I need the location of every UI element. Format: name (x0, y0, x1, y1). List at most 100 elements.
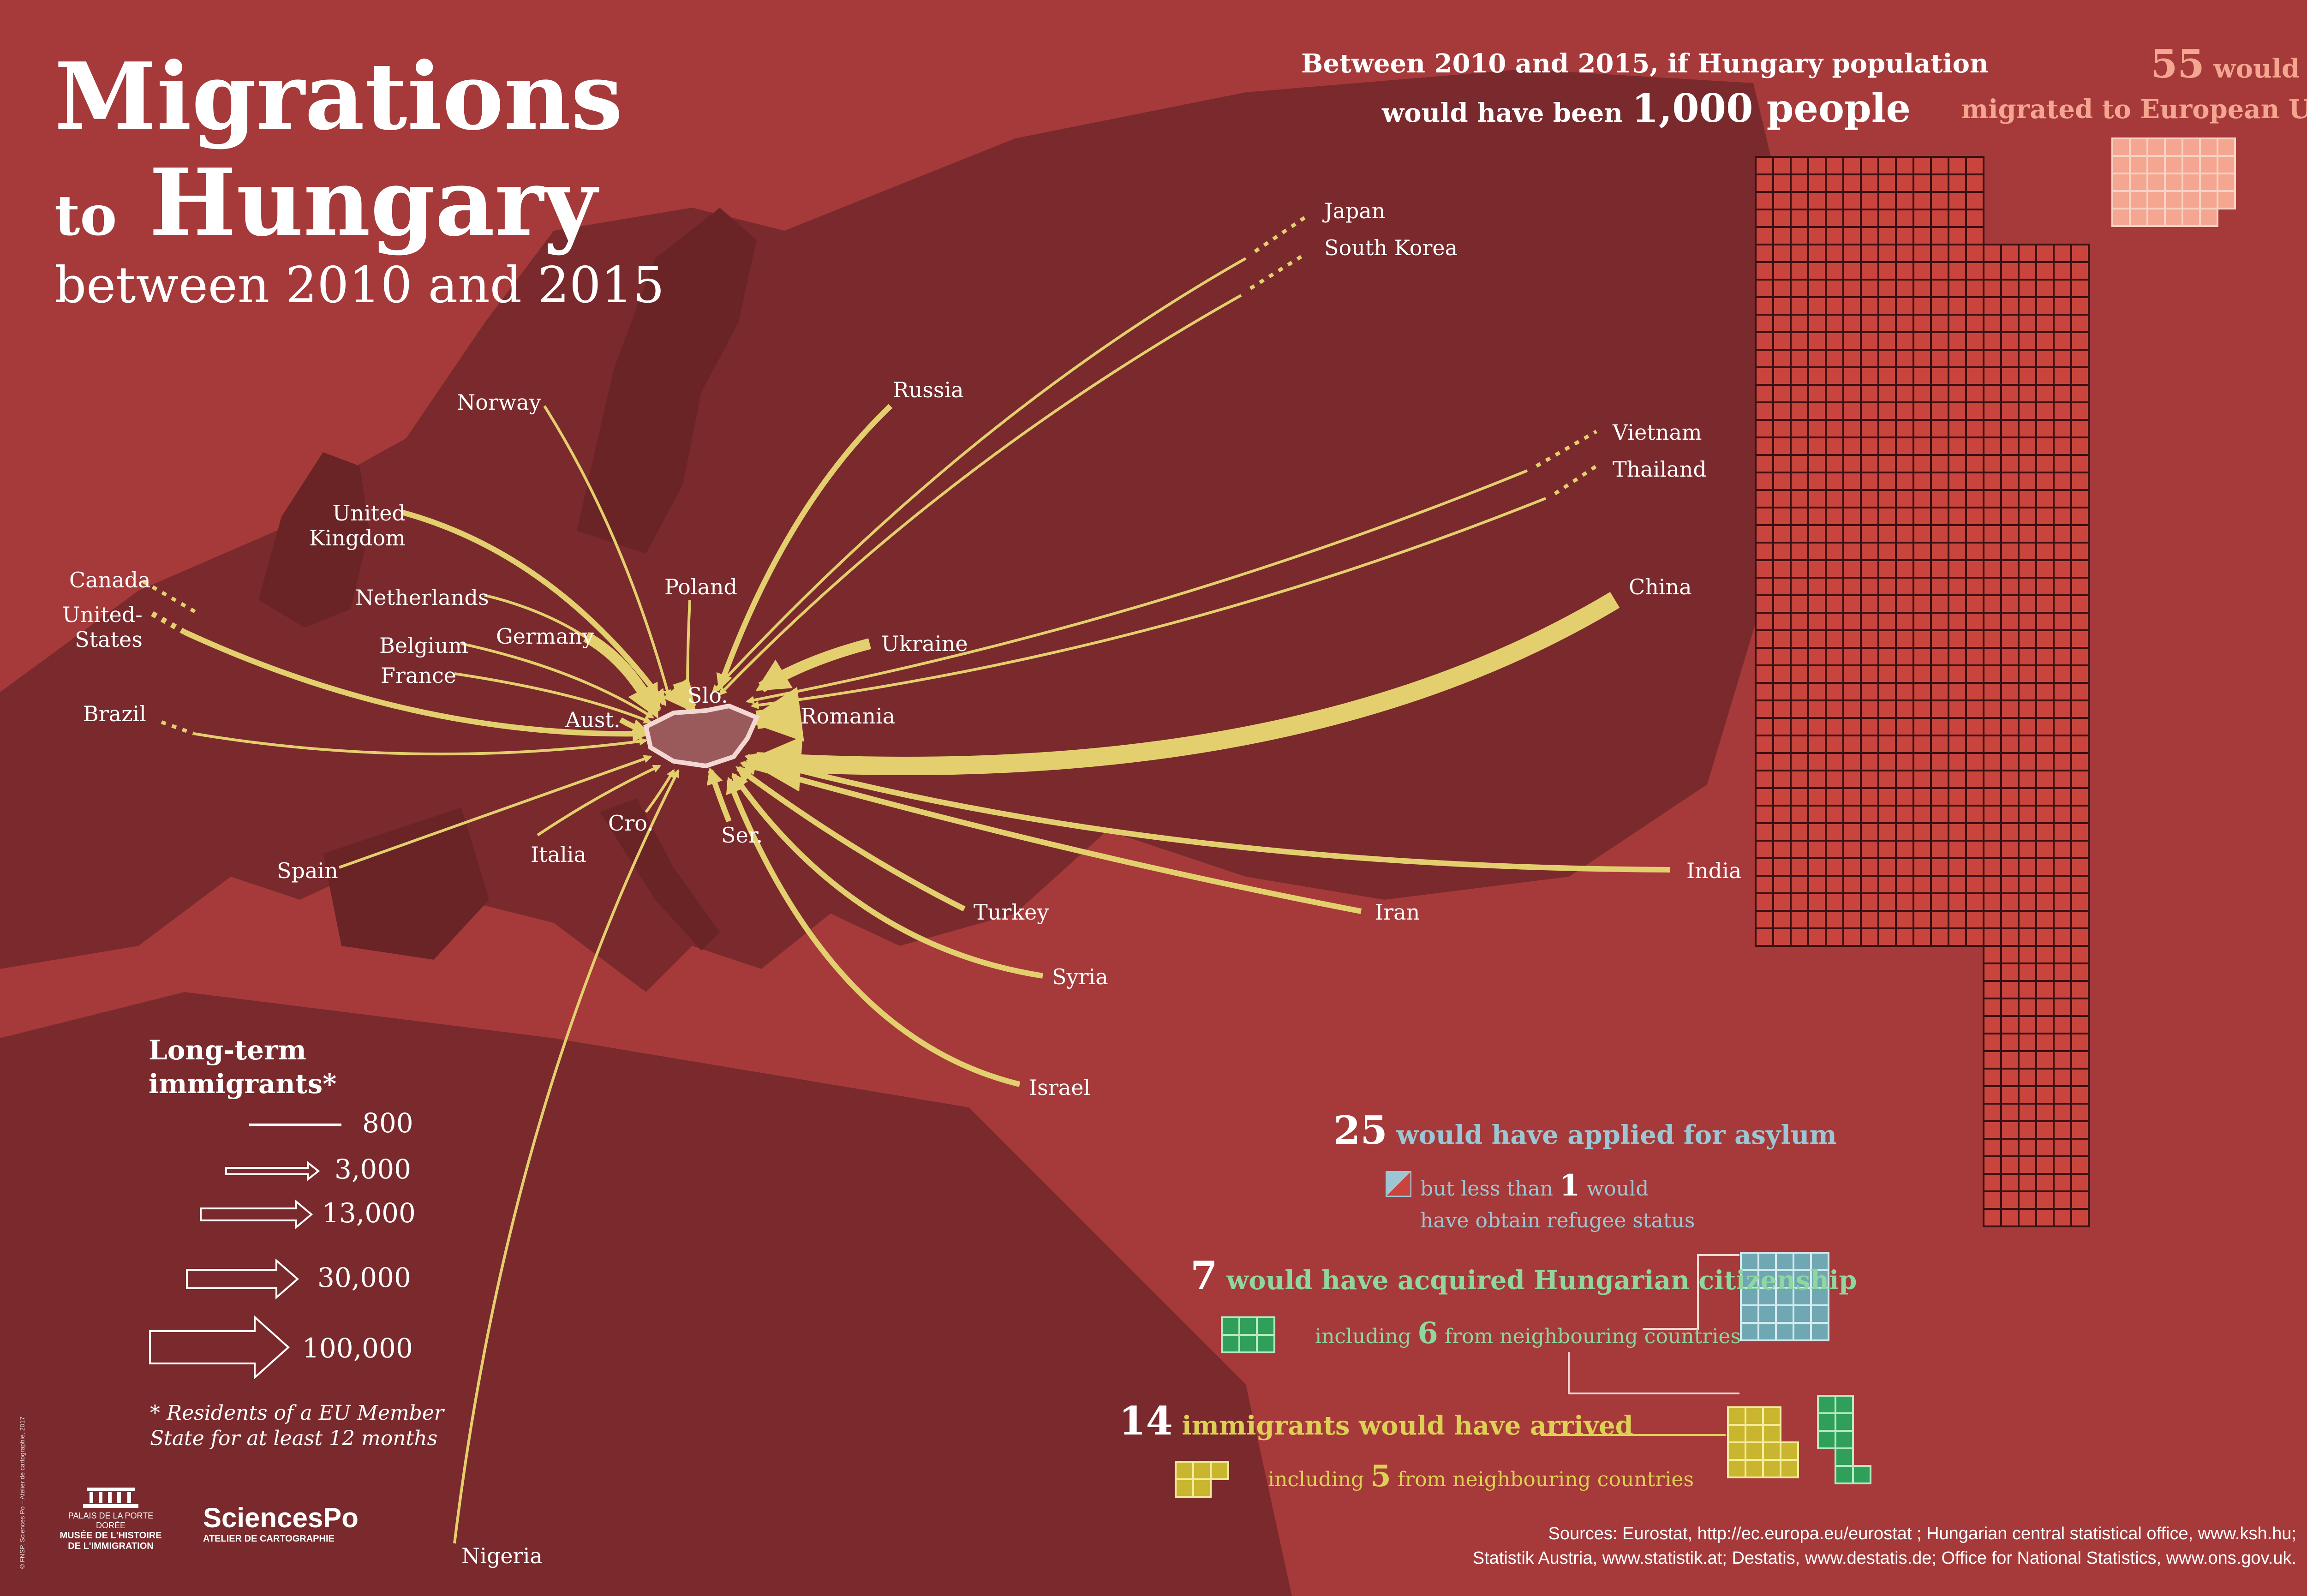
population-cell (2035, 629, 2055, 649)
population-cell (1772, 910, 1792, 929)
population-cell (1807, 454, 1827, 473)
stats-header-line1: Between 2010 and 2015, if Hungary popula… (1301, 48, 1989, 79)
population-cell (2018, 401, 2037, 421)
population-cell (1860, 261, 1879, 281)
legend-yellow-cell (1175, 1461, 1194, 1480)
population-cell (2018, 559, 2037, 579)
population-cell (1755, 647, 1774, 666)
population-cell (2018, 366, 2037, 386)
population-cell (1930, 805, 1949, 824)
population-cell (1913, 910, 1932, 929)
population-cell (1877, 436, 1897, 456)
population-cell (1772, 892, 1792, 912)
label-cro: Cro. (608, 811, 654, 836)
population-cell (1965, 261, 1984, 281)
population-cell (1807, 629, 1827, 649)
population-cell (1930, 699, 1949, 719)
population-cell (1948, 612, 1967, 631)
population-cell (1930, 612, 1949, 631)
population-cell (1825, 840, 1844, 859)
flow-ukraine (755, 638, 872, 693)
population-cell (2035, 507, 2055, 526)
population-cell (2070, 647, 2090, 666)
population-cell (1755, 384, 1774, 403)
population-cell (2053, 962, 2072, 982)
population-cell (2035, 1138, 2055, 1157)
population-cell (2053, 524, 2072, 544)
neighbour-cell (1817, 1395, 1836, 1414)
population-cell (2018, 875, 2037, 894)
population-cell (1913, 279, 1932, 298)
population-cell (2053, 261, 2072, 281)
population-cell (1983, 752, 2002, 771)
label-uk-line2: Kingdom (309, 526, 406, 551)
population-cell (1877, 542, 1897, 561)
population-cell (2053, 735, 2072, 754)
citizenship-cell (1757, 1322, 1777, 1341)
population-cell (1825, 436, 1844, 456)
population-cell (2018, 1155, 2037, 1175)
population-cell (2000, 279, 2020, 298)
population-cell (2070, 998, 2090, 1017)
population-cell (1965, 244, 1984, 263)
emigrant-cell (2129, 190, 2148, 209)
population-cell (1930, 401, 1949, 421)
population-cell (1807, 577, 1827, 596)
citizenship-cell (1740, 1322, 1759, 1341)
population-cell (1877, 331, 1897, 351)
population-cell (1860, 840, 1879, 859)
population-cell (1895, 419, 1914, 438)
population-cell (2053, 542, 2072, 561)
population-cell (2070, 1155, 2090, 1175)
population-cell (1807, 524, 1827, 544)
population-cell (2070, 1138, 2090, 1157)
population-cell (1948, 401, 1967, 421)
landmass-british-isles (258, 452, 369, 628)
population-cell (1860, 770, 1879, 789)
sciencespo-name: SciencesPo (203, 1502, 359, 1533)
flow-nigeria (453, 769, 680, 1544)
population-cell (1983, 542, 2002, 561)
population-cell (2000, 892, 2020, 912)
museum-line1: PALAIS DE LA PORTE DORÉE (68, 1511, 154, 1530)
population-cell (2053, 366, 2072, 386)
population-cell (1895, 840, 1914, 859)
population-cell (1930, 892, 1949, 912)
population-cell (2070, 507, 2090, 526)
population-cell (1930, 840, 1949, 859)
population-cell (1948, 489, 1967, 508)
population-cell (2035, 840, 2055, 859)
population-cell (1877, 419, 1897, 438)
population-cell (2018, 682, 2037, 701)
population-cell (1983, 1085, 2002, 1105)
population-cell (1913, 875, 1932, 894)
population-cell (1965, 542, 1984, 561)
population-cell (2053, 594, 2072, 614)
population-cell (1877, 717, 1897, 736)
population-cell (2018, 927, 2037, 947)
population-cell (2053, 296, 2072, 316)
population-cell (2035, 927, 2055, 947)
population-cell (1948, 191, 1967, 210)
population-cell (1913, 594, 1932, 614)
population-cell (2053, 980, 2072, 999)
population-cell (1948, 244, 1967, 263)
population-cell (1913, 770, 1932, 789)
population-cell (1948, 664, 1967, 684)
citizenship-text: would have acquired Hungarian citizenshi… (1226, 1265, 1857, 1296)
population-cell (1895, 910, 1914, 929)
population-cell (1965, 577, 1984, 596)
population-cell (2000, 629, 2020, 649)
population-cell (1877, 857, 1897, 877)
population-cell (2000, 770, 2020, 789)
label-japan: Japan (1324, 198, 1386, 223)
population-cell (1983, 770, 2002, 789)
population-cell (1930, 279, 1949, 298)
population-cell (2053, 945, 2072, 964)
population-cell (1755, 436, 1774, 456)
population-cell (2000, 436, 2020, 456)
population-cell (2018, 436, 2037, 456)
population-cell (1895, 296, 1914, 316)
population-cell (1983, 489, 2002, 508)
population-cell (1790, 454, 1809, 473)
